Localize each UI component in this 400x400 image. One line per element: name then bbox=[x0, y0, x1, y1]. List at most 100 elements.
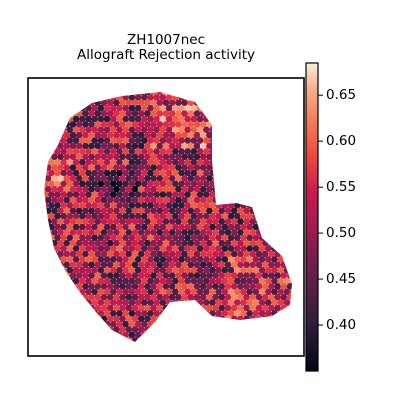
tissue-spot bbox=[227, 191, 235, 198]
tissue-spot bbox=[131, 218, 139, 225]
tissue-spot bbox=[103, 310, 111, 317]
tissue-spot bbox=[63, 304, 71, 312]
tissue-spot bbox=[277, 256, 285, 263]
tissue-spot bbox=[79, 223, 86, 231]
tissue-spot bbox=[249, 229, 257, 236]
tissue-spot bbox=[122, 126, 129, 134]
tissue-spot bbox=[206, 131, 213, 139]
tissue-spot bbox=[150, 326, 157, 333]
tissue-spot bbox=[134, 310, 142, 317]
tissue-spot bbox=[237, 92, 244, 96]
tissue-spot bbox=[277, 94, 285, 101]
tissue-spot bbox=[218, 185, 226, 193]
tissue-spot bbox=[212, 283, 219, 290]
tissue-spot bbox=[88, 175, 95, 182]
tissue-spot bbox=[221, 288, 229, 296]
tissue-spot bbox=[193, 250, 201, 258]
tissue-spot bbox=[44, 191, 49, 198]
tissue-spot bbox=[44, 261, 46, 269]
tissue-spot bbox=[289, 94, 292, 101]
tissue-spot bbox=[240, 115, 247, 123]
tissue-spot bbox=[224, 337, 232, 342]
tissue-spot bbox=[137, 207, 145, 215]
tissue-spot bbox=[119, 261, 126, 269]
tissue-spot bbox=[48, 180, 55, 188]
tissue-spot bbox=[137, 239, 145, 247]
tissue-spot bbox=[286, 315, 292, 323]
tissue-spot bbox=[277, 288, 285, 296]
tissue-spot bbox=[131, 92, 139, 96]
tissue-spot bbox=[150, 283, 157, 290]
tissue-spot bbox=[156, 142, 164, 150]
tissue-spot bbox=[175, 121, 182, 128]
tissue-spot bbox=[51, 272, 58, 279]
tissue-spot bbox=[94, 175, 102, 182]
tissue-spot bbox=[44, 121, 46, 128]
tissue-spot bbox=[82, 99, 89, 107]
tissue-spot bbox=[184, 223, 191, 231]
tissue-spot bbox=[103, 115, 111, 123]
tissue-spot bbox=[44, 142, 46, 150]
tissue-spot bbox=[103, 288, 111, 296]
tissue-spot bbox=[69, 239, 77, 247]
tissue-spot bbox=[82, 110, 89, 117]
tissue-spot bbox=[234, 256, 241, 263]
tissue-spot bbox=[230, 164, 238, 171]
tissue-spot bbox=[193, 304, 201, 312]
tissue-spot bbox=[144, 239, 151, 247]
tissue-spot bbox=[274, 239, 281, 247]
tissue-spot bbox=[255, 121, 263, 128]
tissue-spot bbox=[265, 277, 272, 285]
tissue-spot bbox=[280, 142, 288, 150]
tissue-spot bbox=[252, 202, 260, 209]
tissue-spot bbox=[181, 229, 188, 236]
tissue-spot bbox=[153, 288, 160, 296]
tissue-spot bbox=[60, 180, 67, 188]
tissue-spot bbox=[218, 153, 226, 161]
tissue-spot bbox=[100, 207, 108, 215]
tissue-spot bbox=[190, 310, 198, 317]
tissue-spot bbox=[255, 293, 263, 301]
tissue-spot bbox=[240, 169, 247, 177]
tissue-spot bbox=[274, 326, 281, 333]
tissue-spot bbox=[230, 153, 238, 161]
tissue-spot bbox=[69, 207, 77, 215]
tissue-spot bbox=[215, 104, 222, 112]
tissue-spot bbox=[57, 283, 64, 290]
tissue-spot bbox=[103, 266, 111, 274]
tissue-spot bbox=[116, 310, 123, 317]
tissue-spot bbox=[271, 180, 278, 188]
tissue-spot bbox=[168, 315, 176, 323]
tissue-spot bbox=[168, 131, 176, 139]
tissue-spot bbox=[48, 277, 55, 285]
tissue-spot bbox=[44, 196, 46, 204]
tissue-spot bbox=[82, 229, 89, 236]
tissue-spot bbox=[206, 239, 213, 247]
tissue-spot bbox=[72, 169, 80, 177]
tissue-spot bbox=[181, 110, 188, 117]
tissue-spot bbox=[147, 115, 154, 123]
tissue-spot bbox=[224, 153, 232, 161]
tissue-spot bbox=[128, 126, 136, 134]
tissue-spot bbox=[94, 164, 102, 171]
tissue-spot bbox=[277, 126, 285, 134]
tissue-spot bbox=[156, 239, 164, 247]
tissue-spot bbox=[44, 164, 46, 171]
tissue-spot bbox=[125, 337, 133, 342]
tissue-spot bbox=[54, 115, 61, 123]
tissue-spot bbox=[261, 121, 269, 128]
tissue-spot bbox=[271, 191, 278, 198]
tissue-spot bbox=[277, 202, 285, 209]
tissue-spot bbox=[237, 283, 244, 290]
tissue-spot bbox=[237, 142, 244, 150]
tissue-spot bbox=[125, 121, 133, 128]
tissue-spot bbox=[131, 153, 139, 161]
tissue-spot bbox=[199, 304, 207, 312]
tissue-spot bbox=[240, 266, 247, 274]
tissue-spot bbox=[122, 288, 129, 296]
tissue-spot bbox=[131, 142, 139, 150]
tissue-spot bbox=[44, 272, 46, 279]
tissue-spot bbox=[199, 185, 207, 193]
tissue-spot bbox=[165, 180, 173, 188]
tissue-spot bbox=[69, 326, 77, 333]
